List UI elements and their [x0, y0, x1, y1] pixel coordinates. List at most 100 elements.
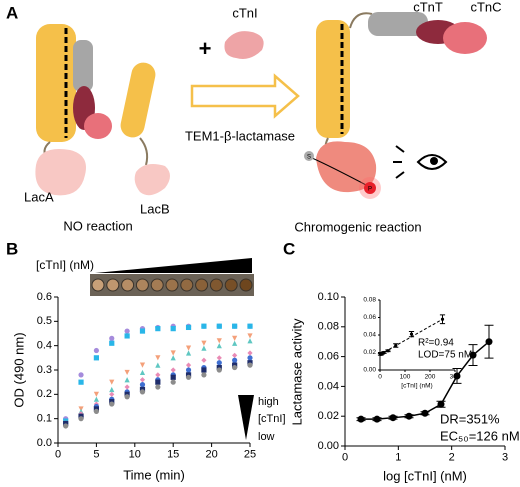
point: [247, 323, 253, 329]
point: [201, 367, 207, 373]
point: [93, 408, 99, 414]
x-tick-label: 20: [205, 449, 217, 461]
x-tick-label: 3: [502, 452, 508, 464]
x-tick-label: 5: [93, 449, 99, 461]
ray: [395, 171, 405, 179]
point: [386, 349, 390, 353]
y-tick-label: 0.04: [318, 380, 339, 392]
point: [185, 324, 192, 331]
substrate-circle: [304, 151, 314, 161]
point: [124, 394, 130, 400]
annotation: R²=0.94: [418, 338, 454, 349]
point: [139, 382, 146, 388]
point: [421, 409, 429, 417]
point: [216, 338, 222, 344]
label: cTnI: [232, 5, 257, 20]
well: [239, 278, 253, 292]
label: TEM1-β-lactamase: [185, 128, 295, 143]
point: [139, 362, 146, 368]
y-tick-label: 0.06: [318, 351, 339, 363]
point: [216, 323, 222, 329]
annotation: EC₅₀=126 nM: [440, 428, 520, 443]
point: [170, 350, 176, 356]
point: [216, 343, 222, 349]
legend-label: low: [258, 431, 275, 443]
label: cTnC: [470, 0, 501, 14]
y-tick-label: 0.04: [363, 332, 376, 339]
x-tick-label: 200: [425, 373, 436, 380]
eye: [416, 154, 448, 170]
y-tick-label: 0.06: [363, 314, 376, 321]
y-tick-label: 0.08: [318, 321, 339, 333]
point: [357, 415, 365, 423]
point: [216, 367, 222, 373]
point: [394, 343, 398, 348]
y-tick-label: 0.3: [37, 364, 52, 376]
well: [121, 278, 135, 292]
point: [185, 362, 192, 368]
point: [170, 326, 176, 332]
point: [170, 367, 176, 373]
well: [106, 278, 120, 292]
point: [170, 379, 176, 385]
point: [124, 328, 130, 334]
point: [216, 355, 222, 361]
point: [201, 345, 207, 351]
point: [78, 372, 84, 378]
point: [201, 372, 207, 378]
concentration-wedge: [95, 258, 252, 273]
y-axis-label: OD (490 nm): [11, 332, 26, 407]
y-tick-label: 0.00: [363, 367, 376, 374]
point: [409, 332, 414, 336]
annotation: DR=351%: [440, 411, 500, 426]
point: [216, 360, 222, 366]
point: [109, 391, 115, 397]
label: LacA: [24, 189, 54, 204]
point: [109, 379, 115, 385]
point: [124, 377, 130, 383]
y-tick-label: 0.02: [318, 410, 339, 422]
y-tick-label: 0.00: [318, 440, 339, 452]
point: [63, 423, 69, 429]
point: [232, 335, 238, 341]
point: [440, 317, 445, 321]
panel-label: B: [6, 239, 18, 258]
lac-a: [35, 149, 86, 196]
point: [155, 372, 161, 378]
point: [109, 335, 115, 341]
point: [469, 351, 477, 359]
point: [485, 338, 493, 346]
point: [139, 369, 146, 376]
well: [150, 278, 164, 292]
x-tick-label: 25: [244, 449, 256, 461]
y-tick-label: 0.6: [37, 291, 52, 303]
point: [389, 414, 397, 422]
point: [185, 345, 192, 351]
point: [155, 384, 161, 390]
y-axis-label: Lactamase activity: [289, 318, 304, 425]
point: [247, 362, 253, 368]
conversion-arc: [311, 157, 369, 187]
x-tick-label: 10: [129, 449, 141, 461]
point: [124, 333, 130, 339]
linker: [349, 12, 373, 29]
caption: Chromogenic reaction: [294, 219, 421, 234]
reaction-arrow: [190, 73, 300, 119]
x-tick-label: 0: [342, 452, 348, 464]
x-tick-label: 0: [55, 449, 61, 461]
well: [180, 278, 194, 292]
point: [139, 328, 146, 334]
panel-label: A: [6, 3, 18, 22]
linker: [139, 137, 149, 166]
label: P: [368, 187, 372, 193]
point: [201, 357, 207, 363]
well: [195, 278, 209, 292]
annotation: LOD=75 nM: [418, 350, 472, 361]
wells: [91, 278, 253, 292]
y-tick-label: 0.10: [318, 291, 339, 303]
point: [201, 323, 207, 329]
point: [247, 350, 253, 356]
point: [185, 374, 192, 380]
point: [201, 340, 207, 346]
point: [232, 340, 238, 346]
